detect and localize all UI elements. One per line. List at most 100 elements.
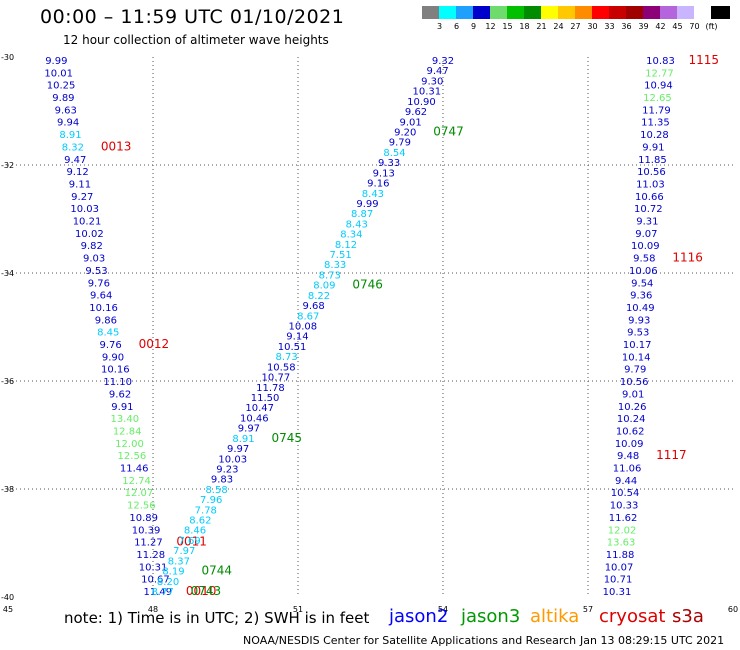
wave-height-value: 10.09 xyxy=(631,241,660,252)
y-tick-label: -30 xyxy=(1,53,14,62)
legend-label: (ft) xyxy=(705,22,718,31)
wave-height-value: 10.67 xyxy=(141,575,170,586)
wave-height-value: 10.62 xyxy=(616,426,645,437)
wave-height-value: 9.31 xyxy=(636,217,658,228)
credit-text: NOAA/NESDIS Center for Satellite Applica… xyxy=(243,634,577,647)
pass-time-label: 1117 xyxy=(656,448,687,462)
wave-height-value: 10.17 xyxy=(623,340,652,351)
legend-swatch xyxy=(592,6,611,19)
legend-label: 36 xyxy=(621,22,632,31)
legend-label: 30 xyxy=(587,22,598,31)
pass-time-label: 0744 xyxy=(201,564,232,578)
wave-height-value: 12.74 xyxy=(122,476,151,487)
wave-height-value: 8.20 xyxy=(157,577,179,588)
wave-height-value: 10.71 xyxy=(604,575,633,586)
legend-swatch xyxy=(677,6,696,19)
wave-height-value: 8.67 xyxy=(297,311,319,322)
legend-swatch xyxy=(643,6,662,19)
wave-height-value: 9.07 xyxy=(635,229,657,240)
page-subtitle: 12 hour collection of altimeter wave hei… xyxy=(63,33,329,47)
wave-height-value: 10.51 xyxy=(278,342,307,353)
legend-label: 24 xyxy=(553,22,564,31)
wave-height-value: 10.16 xyxy=(89,303,118,314)
wave-height-value: 9.91 xyxy=(111,402,133,413)
legend-swatch xyxy=(507,6,526,19)
wave-height-value: 11.28 xyxy=(136,550,165,561)
satellite-jason2: jason2 xyxy=(389,606,449,627)
wave-height-value: 9.97 xyxy=(227,444,249,455)
wave-height-value: 9.62 xyxy=(109,389,131,400)
legend-swatch xyxy=(456,6,475,19)
wave-height-value: 9.30 xyxy=(421,76,443,87)
wave-height-value: 10.56 xyxy=(637,167,666,178)
pass-time-label: 1115 xyxy=(689,53,720,67)
wave-height-value: 9.36 xyxy=(630,291,652,302)
wave-height-value: 8.32 xyxy=(62,142,84,153)
wave-height-value: 7.96 xyxy=(200,495,222,506)
legend-swatch xyxy=(660,6,679,19)
wave-height-value: 9.94 xyxy=(57,118,79,129)
legend-swatch xyxy=(439,6,458,19)
wave-height-value: 10.56 xyxy=(620,377,649,388)
wave-height-value: 8.22 xyxy=(308,291,330,302)
wave-height-value: 11.79 xyxy=(642,105,671,116)
wave-height-value: 11.35 xyxy=(641,118,670,129)
wave-height-value: 11.27 xyxy=(134,538,163,549)
pass-time-label: 0010 xyxy=(186,584,217,598)
footer-note: note: 1) Time is in UTC; 2) SWH is in fe… xyxy=(64,609,370,627)
wave-height-value: 9.01 xyxy=(622,389,644,400)
wave-height-value: 10.24 xyxy=(617,414,646,425)
wave-height-value: 9.03 xyxy=(83,254,105,265)
legend-swatch xyxy=(490,6,509,19)
pass-time-label: 1116 xyxy=(672,251,703,265)
wave-height-value: 11.62 xyxy=(609,513,638,524)
wave-height-value: 10.28 xyxy=(640,130,669,141)
wave-height-value: 10.14 xyxy=(622,352,651,363)
wave-height-value: 8.87 xyxy=(351,209,373,220)
wave-height-value: 12.77 xyxy=(645,68,674,79)
wave-height-value: 12.65 xyxy=(643,93,672,104)
wave-height-value: 10.01 xyxy=(44,68,73,79)
wave-height-value: 7.69 xyxy=(178,536,200,547)
wave-height-value: 10.58 xyxy=(267,362,296,373)
satellite-s3a: s3a xyxy=(672,606,704,627)
wave-height-value: 10.03 xyxy=(70,204,99,215)
x-tick-label: 48 xyxy=(148,605,158,614)
x-tick-label: 57 xyxy=(583,605,593,614)
legend-label: 27 xyxy=(570,22,581,31)
wave-height-value: 9.89 xyxy=(52,93,74,104)
legend-swatch xyxy=(473,6,492,19)
pass-time-label: 0745 xyxy=(272,431,303,445)
wave-height-value: 10.07 xyxy=(605,562,634,573)
legend-swatch xyxy=(422,6,441,19)
wave-height-value: 9.64 xyxy=(90,291,112,302)
wave-height-value: 9.47 xyxy=(426,66,448,77)
wave-height-value: 10.39 xyxy=(132,525,161,536)
y-tick-label: -38 xyxy=(1,485,14,494)
wave-height-value: 11.85 xyxy=(638,155,667,166)
wave-height-value: 8.37 xyxy=(168,556,190,567)
wave-height-value: 8.46 xyxy=(184,526,206,537)
wave-height-value: 9.32 xyxy=(432,56,454,67)
y-tick-label: -34 xyxy=(1,269,14,278)
legend-label: 9 xyxy=(470,22,477,31)
wave-height-value: 8.45 xyxy=(97,328,119,339)
wave-height-value: 10.49 xyxy=(626,303,655,314)
wave-height-value: 10.31 xyxy=(603,587,632,598)
wave-height-value: 9.54 xyxy=(631,278,653,289)
wave-height-value: 9.58 xyxy=(633,254,655,265)
y-tick-label: -40 xyxy=(1,593,14,602)
wave-height-value: 10.26 xyxy=(618,402,647,413)
wave-height-value: 11.50 xyxy=(251,393,280,404)
pass-time-label: 0011 xyxy=(176,535,207,549)
satellite-cryosat: cryosat xyxy=(599,606,666,627)
wave-height-value: 9.01 xyxy=(400,117,422,128)
wave-height-value: 10.83 xyxy=(646,56,675,67)
wave-height-value: 9.97 xyxy=(238,424,260,435)
wave-height-value: 9.62 xyxy=(405,107,427,118)
wave-height-value: 9.44 xyxy=(615,476,637,487)
wave-height-value: 10.31 xyxy=(413,87,442,98)
pass-time-label: 0012 xyxy=(139,337,170,351)
page-title: 00:00 – 11:59 UTC 01/10/2021 xyxy=(40,6,345,28)
x-tick-label: 45 xyxy=(3,605,13,614)
